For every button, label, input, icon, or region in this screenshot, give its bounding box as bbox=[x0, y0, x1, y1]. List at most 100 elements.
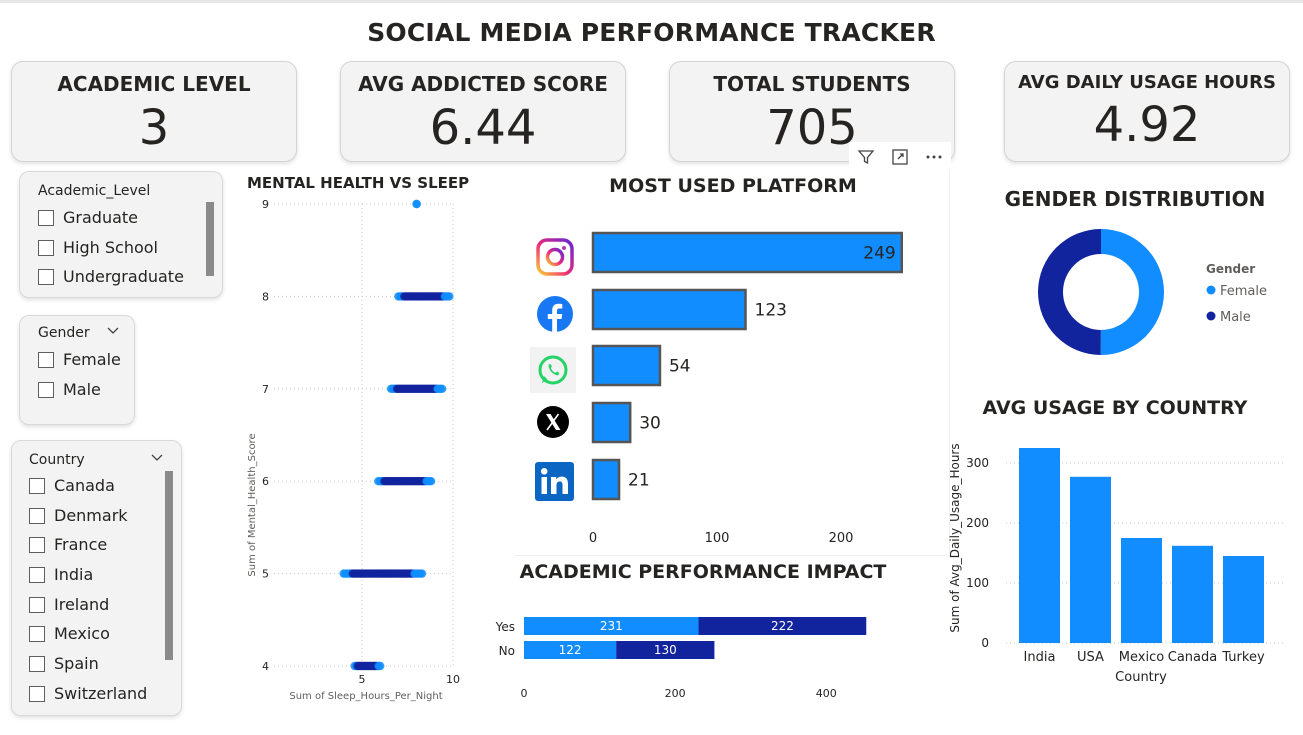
y-tick-label: 0 bbox=[981, 636, 989, 650]
checkbox[interactable] bbox=[29, 685, 45, 702]
chart-title: MOST USED PLATFORM bbox=[609, 175, 857, 197]
kpi-value: 3 bbox=[138, 100, 170, 156]
checkbox[interactable] bbox=[29, 566, 45, 583]
y-axis-title: Sum of Mental_Health_Score bbox=[247, 433, 258, 576]
x-tick-label: Canada bbox=[1168, 650, 1217, 665]
bar-segment[interactable] bbox=[524, 617, 699, 635]
slicer-option-graduate[interactable]: Graduate bbox=[38, 208, 138, 227]
kpi-label: TOTAL STUDENTS bbox=[713, 72, 911, 96]
scrollbar[interactable] bbox=[206, 202, 214, 276]
checkbox[interactable] bbox=[38, 209, 54, 226]
chart-title: ACADEMIC PERFORMANCE IMPACT bbox=[520, 561, 887, 583]
data-label: 123 bbox=[755, 301, 787, 321]
stacked-bar-chart-academic-performance[interactable]: ACADEMIC PERFORMANCE IMPACT Yes No 231 222… bbox=[490, 555, 910, 705]
checkbox[interactable] bbox=[38, 381, 54, 398]
checkbox[interactable] bbox=[29, 507, 45, 524]
x-tick-label: 200 bbox=[665, 687, 686, 700]
chart-legend[interactable]: Female Male bbox=[1206, 284, 1268, 325]
x-axis-ticks: 0 200 400 bbox=[521, 687, 837, 700]
kpi-card-academic-level[interactable]: ACADEMIC LEVEL 3 bbox=[11, 61, 297, 162]
focus-mode-icon[interactable] bbox=[883, 142, 917, 172]
bar-india[interactable] bbox=[1019, 448, 1060, 643]
slicer-option-spain[interactable]: Spain bbox=[29, 654, 99, 673]
slicer-option-mexico[interactable]: Mexico bbox=[29, 624, 110, 643]
scatter-point[interactable] bbox=[445, 292, 454, 301]
legend-item-female[interactable]: Female bbox=[1220, 284, 1267, 299]
kpi-card-total-students[interactable]: TOTAL STUDENTS 705 bbox=[669, 61, 955, 162]
x-twitter-icon bbox=[537, 406, 569, 438]
slicer-option-canada[interactable]: Canada bbox=[29, 476, 115, 495]
donut-slice-female[interactable] bbox=[1100, 229, 1165, 355]
x-axis-title: Sum of Sleep_Hours_Per_Night bbox=[289, 691, 442, 702]
bar-segment[interactable] bbox=[616, 641, 715, 659]
y-tick-label: 200 bbox=[966, 516, 989, 530]
chart-bars[interactable]: 249 123 54 30 21 bbox=[591, 231, 904, 501]
slicer-option-female[interactable]: Female bbox=[38, 350, 121, 369]
checkbox[interactable] bbox=[29, 477, 45, 494]
scatter-point[interactable] bbox=[376, 661, 385, 671]
donut-chart-gender-distribution[interactable]: GENDER DISTRIBUTION Gender Female Male bbox=[1000, 180, 1300, 370]
checkbox[interactable] bbox=[29, 536, 45, 553]
bar-chart-most-used-platform[interactable]: MOST USED PLATFORM 249 123 54 30 21 0 100 200 bbox=[515, 170, 950, 556]
option-label: Undergraduate bbox=[63, 267, 184, 286]
checkbox[interactable] bbox=[38, 351, 54, 368]
bar-linkedin[interactable] bbox=[591, 458, 621, 501]
data-label: 122 bbox=[559, 643, 582, 657]
category-label: Yes bbox=[495, 620, 515, 634]
data-label: 30 bbox=[639, 414, 661, 434]
checkbox[interactable] bbox=[29, 596, 45, 613]
scatter-point[interactable] bbox=[426, 477, 436, 486]
y-tick-label: 5 bbox=[262, 568, 269, 581]
scatter-point[interactable] bbox=[417, 569, 427, 578]
scatter-chart-mental-health-vs-sleep[interactable]: MENTAL HEALTH VS SLEEP 4 5 6 7 8 9 5 10 Sum of… bbox=[238, 168, 470, 708]
checkbox[interactable] bbox=[38, 239, 54, 256]
chart-bars[interactable]: 231 222 122 130 bbox=[524, 617, 867, 659]
bar-instagram[interactable] bbox=[591, 231, 904, 274]
chevron-down-icon[interactable] bbox=[150, 450, 164, 467]
filter-icon[interactable] bbox=[849, 142, 883, 172]
option-label: Female bbox=[63, 350, 121, 369]
x-tick-label: 0 bbox=[589, 531, 597, 546]
legend-marker bbox=[1206, 311, 1216, 321]
legend-item-male[interactable]: Male bbox=[1220, 310, 1251, 325]
bar-usa[interactable] bbox=[1070, 476, 1111, 643]
x-axis-ticks: 0 100 200 bbox=[589, 531, 854, 546]
slicer-option-male[interactable]: Male bbox=[38, 380, 101, 399]
chart-bars[interactable] bbox=[1019, 448, 1264, 643]
checkbox[interactable] bbox=[38, 268, 54, 285]
scatter-point[interactable] bbox=[437, 384, 447, 393]
scrollbar[interactable] bbox=[165, 471, 173, 660]
bar-segment[interactable] bbox=[524, 641, 617, 659]
checkbox[interactable] bbox=[29, 655, 45, 672]
top-border bbox=[0, 0, 1303, 3]
y-axis-title: Sum of Avg_Daily_Usage_Hours bbox=[948, 443, 962, 632]
option-label: Ireland bbox=[54, 595, 110, 614]
y-tick-label: 100 bbox=[966, 576, 989, 590]
slicer-option-undergraduate[interactable]: Undergraduate bbox=[38, 267, 184, 286]
kpi-card-avg-addicted-score[interactable]: AVG ADDICTED SCORE 6.44 bbox=[340, 61, 626, 162]
slicer-option-ireland[interactable]: Ireland bbox=[29, 595, 109, 614]
kpi-card-avg-daily-usage[interactable]: AVG DAILY USAGE HOURS 4.92 bbox=[1004, 61, 1290, 162]
slicer-option-france[interactable]: France bbox=[29, 535, 107, 554]
slicer-option-high-school[interactable]: High School bbox=[38, 238, 158, 257]
column-chart-avg-usage-by-country[interactable]: AVG USAGE BY COUNTRY 0 100 200 300 India USA… bbox=[940, 390, 1300, 690]
chevron-down-icon[interactable] bbox=[106, 323, 120, 340]
bar-facebook[interactable] bbox=[591, 288, 747, 331]
bar-whatsapp[interactable] bbox=[591, 344, 662, 387]
legend-title: Gender bbox=[1206, 262, 1255, 276]
bar-turkey[interactable] bbox=[1223, 556, 1264, 643]
slicer-option-switzerland[interactable]: Switzerland bbox=[29, 684, 147, 703]
donut-slices[interactable] bbox=[1038, 229, 1165, 355]
checkbox[interactable] bbox=[29, 625, 45, 642]
slicer-option-denmark[interactable]: Denmark bbox=[29, 506, 128, 525]
donut-slice-male[interactable] bbox=[1038, 229, 1101, 355]
scatter-point[interactable] bbox=[412, 199, 421, 209]
bar-mexico[interactable] bbox=[1121, 538, 1162, 643]
bar-segment[interactable] bbox=[698, 617, 867, 635]
more-options-icon[interactable] bbox=[917, 142, 951, 172]
bar-x[interactable] bbox=[591, 401, 632, 444]
scatter-points[interactable] bbox=[339, 199, 454, 671]
kpi-label: AVG ADDICTED SCORE bbox=[358, 72, 608, 96]
slicer-option-india[interactable]: India bbox=[29, 565, 93, 584]
bar-canada[interactable] bbox=[1172, 545, 1213, 643]
